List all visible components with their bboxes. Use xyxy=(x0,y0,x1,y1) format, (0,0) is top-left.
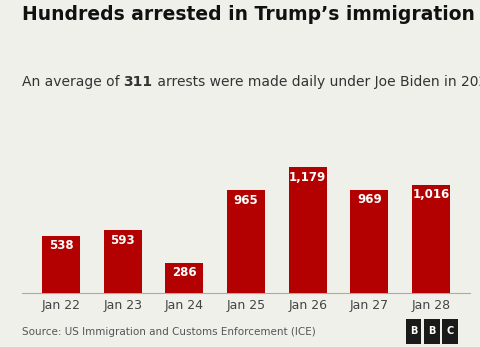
Bar xyxy=(350,190,388,293)
Text: 311: 311 xyxy=(124,75,153,88)
Bar xyxy=(104,230,142,293)
Text: An average of: An average of xyxy=(22,75,124,88)
Text: 1,016: 1,016 xyxy=(412,188,449,201)
Bar xyxy=(288,167,327,293)
Text: 1,179: 1,179 xyxy=(289,171,326,184)
Bar xyxy=(227,190,265,293)
Text: 593: 593 xyxy=(110,234,135,247)
Text: 286: 286 xyxy=(172,266,197,279)
Text: B: B xyxy=(410,326,417,336)
Text: arrests were made daily under Joe Biden in 2024: arrests were made daily under Joe Biden … xyxy=(153,75,480,88)
Bar xyxy=(42,236,80,293)
Text: Source: US Immigration and Customs Enforcement (ICE): Source: US Immigration and Customs Enfor… xyxy=(22,327,315,337)
Text: 538: 538 xyxy=(49,239,73,253)
Text: C: C xyxy=(446,326,454,336)
Text: 969: 969 xyxy=(357,193,382,206)
Bar xyxy=(412,185,450,293)
Text: 965: 965 xyxy=(234,194,258,207)
Text: Hundreds arrested in Trump’s immigration crackdown: Hundreds arrested in Trump’s immigration… xyxy=(22,5,480,24)
Text: B: B xyxy=(428,326,435,336)
Bar xyxy=(165,263,204,293)
